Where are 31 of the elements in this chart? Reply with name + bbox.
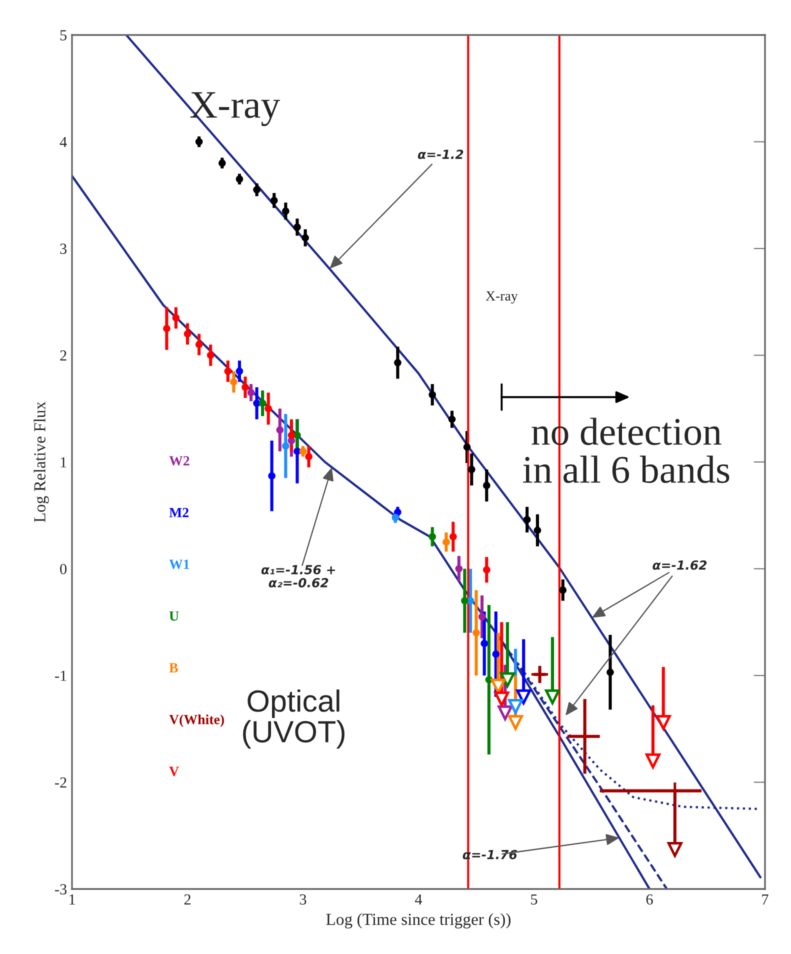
text: B [169,663,178,672]
y-tick-label: -3 [54,884,67,894]
y-tick-label: 3 [60,244,67,254]
y-tick-label: 1 [60,457,66,468]
annotation: α=-1.62 [652,560,707,570]
text: U [169,612,179,621]
y-axis-title: Log Relative Flux [34,402,49,522]
y-tick-label: -2 [54,777,66,788]
x-tick-label: 3 [300,894,306,905]
text: M2 [169,508,188,518]
y-tick-label: 0 [60,564,67,574]
annotation: Optical (UVOT) [243,689,344,749]
x-tick-label: 4 [414,894,422,904]
y-tick-label: 4 [60,136,67,148]
y-tick-label: -1 [54,670,66,681]
x-tick-label: 6 [646,894,653,905]
x-tick-label: 7 [762,894,768,904]
annotation: X-ray [190,92,280,126]
y-tick-label: 2 [60,350,66,361]
x-tick-label: 1 [70,894,75,904]
y-tick-label: 5 [60,30,67,40]
annotation: X-ray [486,291,518,304]
text: V [169,766,179,776]
annotation: α₁=-1.56 + α₂=-0.62 [261,564,335,588]
annotation: α=-1.2 [418,150,464,160]
text: W2 [169,456,190,466]
text: V(White) [169,714,224,728]
x-axis-title: Log (Time since trigger (s)) [326,913,510,928]
x-tick-label: 2 [184,894,190,904]
text: W1 [169,560,190,570]
x-tick-label: 5 [531,894,538,905]
